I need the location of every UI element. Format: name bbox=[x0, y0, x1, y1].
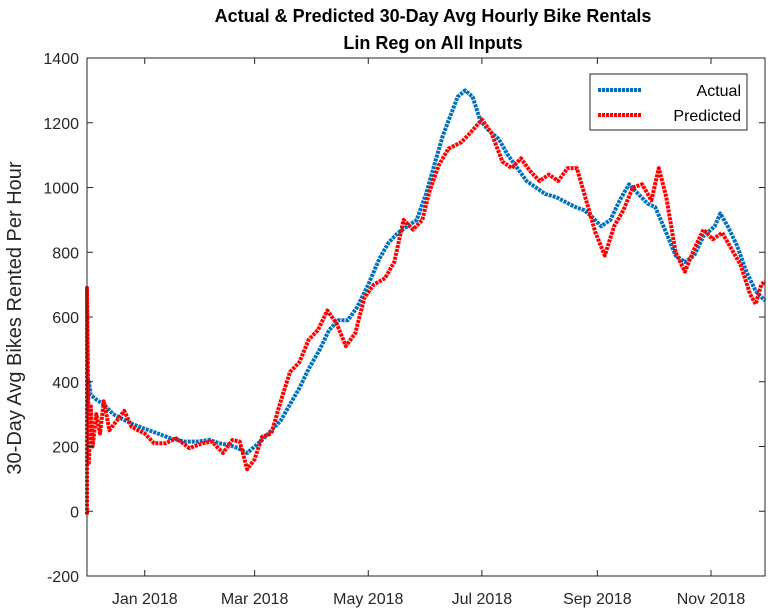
chart-subtitle: Lin Reg on All Inputs bbox=[343, 33, 522, 53]
legend: Actual Predicted bbox=[589, 73, 748, 131]
x-tick-label: May 2018 bbox=[333, 591, 403, 608]
y-tick-label: 0 bbox=[70, 504, 79, 521]
y-tick-label: -200 bbox=[47, 569, 79, 586]
y-tick-label: 200 bbox=[52, 440, 79, 457]
y-tick-label: 400 bbox=[52, 375, 79, 392]
y-tick-label: 1200 bbox=[43, 116, 79, 133]
x-tick-label: Nov 2018 bbox=[677, 591, 746, 608]
axes: -200 0 200 400 600 800 1000 1200 1400 Jan 2018 Mar… bbox=[43, 51, 766, 608]
y-tick-label: 1000 bbox=[43, 181, 79, 198]
chart-title: Actual & Predicted 30-Day Avg Hourly Bik… bbox=[215, 6, 652, 26]
x-tick-label: Jul 2018 bbox=[452, 591, 513, 608]
y-tick-label: 1400 bbox=[43, 51, 79, 68]
y-tick-label: 800 bbox=[52, 245, 79, 262]
legend-label-predicted: Predicted bbox=[673, 108, 741, 125]
x-tick-label: Jan 2018 bbox=[112, 591, 178, 608]
plot-area bbox=[85, 88, 767, 515]
legend-label-actual: Actual bbox=[697, 83, 741, 100]
series-line-actual bbox=[85, 88, 767, 455]
y-axis-label: 30-Day Avg Bikes Rented Per Hour bbox=[4, 161, 26, 474]
axes-box bbox=[86, 57, 766, 577]
x-tick-label: Mar 2018 bbox=[221, 591, 289, 608]
legend-box bbox=[589, 73, 748, 131]
y-tick-label: 600 bbox=[52, 310, 79, 327]
series-line-predicted bbox=[85, 117, 767, 515]
x-tick-label: Sep 2018 bbox=[563, 591, 632, 608]
